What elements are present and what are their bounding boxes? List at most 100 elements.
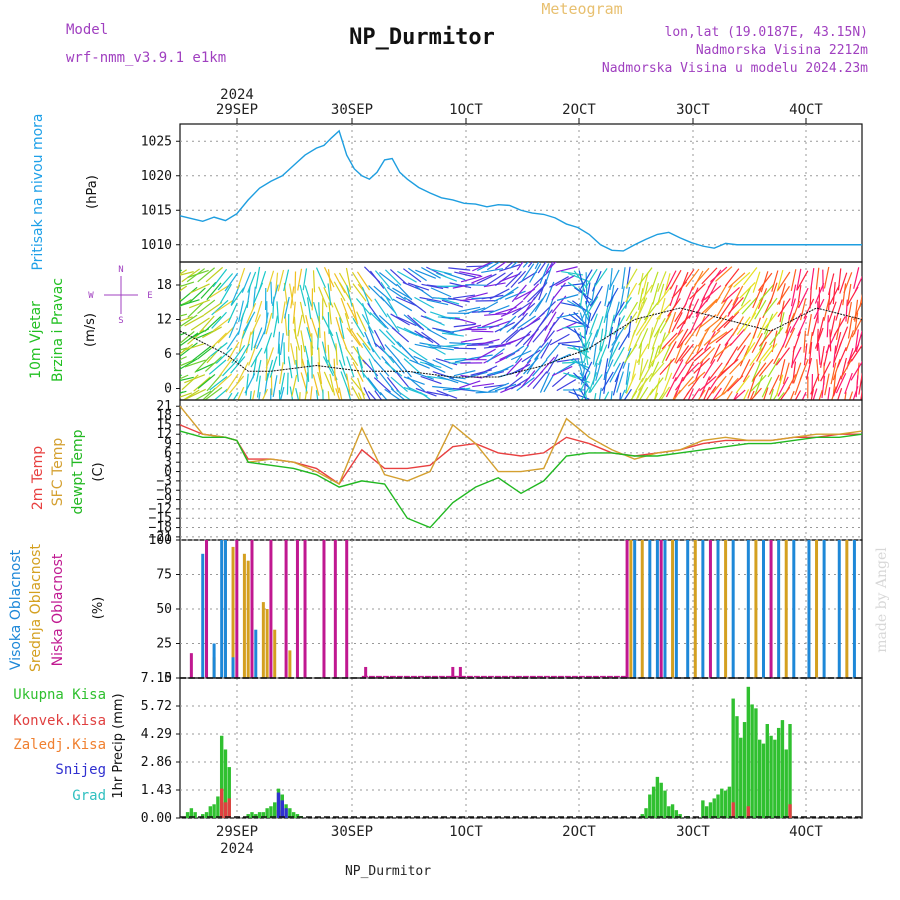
wind-barb: [708, 362, 723, 381]
wind-barb: [415, 387, 437, 397]
wind-barb: [598, 344, 608, 366]
wind-barb: [180, 376, 194, 382]
wind-barb: [488, 343, 511, 348]
wind-barb: [714, 342, 733, 358]
wind-barb: [527, 370, 544, 388]
wind-barb: [505, 271, 522, 288]
wind-barb: [230, 356, 246, 374]
total-precip-bar: [663, 790, 667, 818]
high-cloud-bar: [223, 540, 227, 678]
wind-barb: [683, 362, 700, 379]
total-precip-bar: [227, 767, 231, 818]
wind-barb: [304, 285, 313, 307]
wind-barb: [652, 283, 660, 305]
wind-panel: 0 6 12 18: [156, 261, 863, 401]
total-precip-bar: [739, 737, 743, 818]
wind-barb: [373, 285, 391, 302]
wind-barb: [369, 311, 387, 329]
total-precip-bar: [291, 812, 296, 818]
wind-barb: [484, 312, 507, 316]
wind-barb: [563, 317, 585, 326]
wind-barb: [538, 309, 553, 328]
wind-barb: [583, 374, 587, 397]
wind-barb: [361, 314, 374, 334]
wind-barb: [708, 331, 728, 345]
low-cloud-bar: [295, 540, 299, 678]
wind-barb: [180, 299, 200, 307]
wind-barb: [580, 269, 593, 289]
wind-barb: [661, 332, 678, 350]
wind-barb: [556, 358, 579, 363]
wind-barb: [180, 359, 195, 367]
wind-barb: [600, 329, 608, 352]
wind-barb: [432, 359, 453, 370]
wind-barb: [344, 347, 359, 367]
total-precip-bar: [723, 790, 728, 818]
mid-cloud-bar: [246, 560, 250, 678]
wind-barb: [653, 392, 659, 400]
wind-barb: [799, 359, 809, 380]
wind-tick-label: 6: [164, 347, 172, 362]
wind-barb: [733, 271, 751, 288]
wind-barb: [346, 356, 355, 378]
wind-barb: [638, 359, 649, 380]
wind-barb: [815, 267, 820, 290]
wind-barb: [486, 272, 506, 286]
wind-barb: [476, 273, 497, 285]
wind-barb: [588, 372, 598, 394]
wind-barb: [203, 301, 223, 316]
wind-barb: [607, 345, 615, 367]
wind-barb: [611, 326, 625, 346]
wind-barb: [281, 301, 286, 324]
wind-barb: [556, 361, 577, 374]
wind-barb: [254, 300, 263, 323]
wind-barb: [258, 391, 261, 400]
conv-precip-bar: [731, 802, 735, 818]
wind-barb: [453, 323, 476, 328]
wind-barb: [279, 362, 284, 385]
wind-barb: [435, 358, 458, 366]
total-precip-bar: [742, 722, 747, 818]
wind-barb: [818, 390, 823, 400]
wind-barb: [427, 328, 447, 341]
wind-barb: [232, 392, 239, 400]
wind-barb: [785, 312, 795, 334]
wind-barb: [711, 315, 727, 333]
wind-barb: [187, 269, 209, 278]
high-cloud-bar: [655, 540, 659, 678]
wind-barb: [340, 371, 350, 393]
wind-barb: [671, 312, 683, 333]
wind-barb: [403, 268, 422, 283]
wind-barb: [509, 262, 518, 269]
wind-barb: [206, 373, 222, 392]
wind-barb: [644, 302, 654, 324]
wind-barb: [685, 344, 698, 364]
temp-frame: [179, 399, 863, 541]
wind-barb: [444, 358, 467, 361]
pressure-tick-label: 1015: [141, 203, 172, 218]
wind-barb: [499, 286, 519, 300]
total-precip-bar: [776, 727, 781, 818]
wind-barb: [758, 272, 773, 292]
wind-barb: [741, 297, 758, 315]
wind-barb: [322, 356, 334, 377]
wind-barb: [752, 287, 762, 309]
wind-barb: [184, 359, 206, 368]
wind-barb: [200, 281, 217, 299]
wind-barb: [180, 330, 195, 345]
wind-barb: [180, 347, 188, 351]
high-cloud-bar: [686, 540, 690, 678]
temp-tick-label: 3: [164, 455, 172, 470]
top-tick-label: 1OCT: [449, 102, 483, 118]
temp-tick-label: 15: [156, 418, 172, 433]
wind-barb: [261, 388, 269, 400]
temp-tick-label: −6: [156, 483, 172, 498]
precip-panel: 0.00 1.43 2.86 4.29 5.72 7.15: [141, 671, 863, 826]
wind-barb: [237, 386, 245, 400]
wind-barb: [820, 361, 831, 382]
wind-barb: [362, 342, 376, 362]
total-precip-bar: [250, 812, 254, 818]
wind-barb: [756, 341, 767, 362]
wind-barb: [435, 328, 458, 336]
dew-line: [179, 430, 863, 529]
